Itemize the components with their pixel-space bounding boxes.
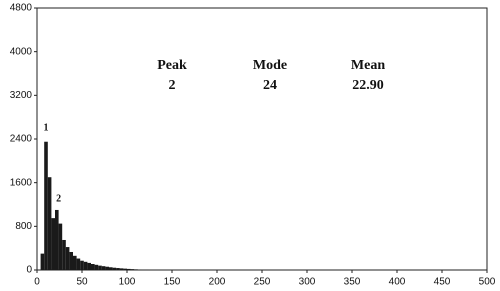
stat-label: Peak [157,58,187,73]
bar [123,268,127,270]
peak-label: 1 [44,122,49,133]
bar [105,266,109,270]
x-tick-label: 50 [76,277,88,288]
bar [109,267,113,270]
bar [55,209,59,270]
x-tick-label: 350 [344,277,361,288]
stat-value: 2 [169,78,176,93]
y-tick-label: 2400 [10,134,33,145]
bar [65,247,70,270]
bar [47,177,52,270]
x-tick-label: 250 [254,277,271,288]
bar [69,251,73,270]
bar [83,261,88,270]
stat-value: 24 [263,78,277,93]
y-tick-label: 4000 [10,46,33,57]
x-tick-label: 200 [209,277,226,288]
bar [76,258,81,270]
bar [40,253,45,270]
y-tick-label: 1600 [10,177,33,188]
y-tick-label: 0 [26,265,32,276]
y-tick-label: 800 [15,221,32,232]
stat-value: 22.90 [352,78,384,93]
bar [112,267,117,270]
bar [116,268,120,270]
peak-label: 2 [56,193,61,204]
bar [51,218,55,270]
bar [91,263,95,270]
bar [58,223,63,270]
bar [80,260,84,270]
bar [87,262,91,270]
bar [44,141,48,270]
bar [127,268,131,270]
plot-frame [36,7,488,271]
bar [134,269,138,270]
stat-label: Mean [351,58,385,73]
bar [62,239,66,270]
x-tick-label: 100 [119,277,136,288]
y-tick-label: 3200 [10,90,33,101]
x-tick-label: 450 [434,277,451,288]
bar [98,265,102,270]
x-tick-label: 500 [479,277,496,288]
bar [101,266,106,270]
bar [130,269,135,270]
x-tick-label: 300 [299,277,316,288]
y-tick-label: 4800 [10,3,33,14]
x-tick-label: 150 [164,277,181,288]
stat-label: Mode [253,58,287,73]
bar [119,268,124,270]
bar [94,264,99,270]
bar [73,255,77,270]
x-tick-label: 400 [389,277,406,288]
x-tick-label: 0 [34,277,40,288]
